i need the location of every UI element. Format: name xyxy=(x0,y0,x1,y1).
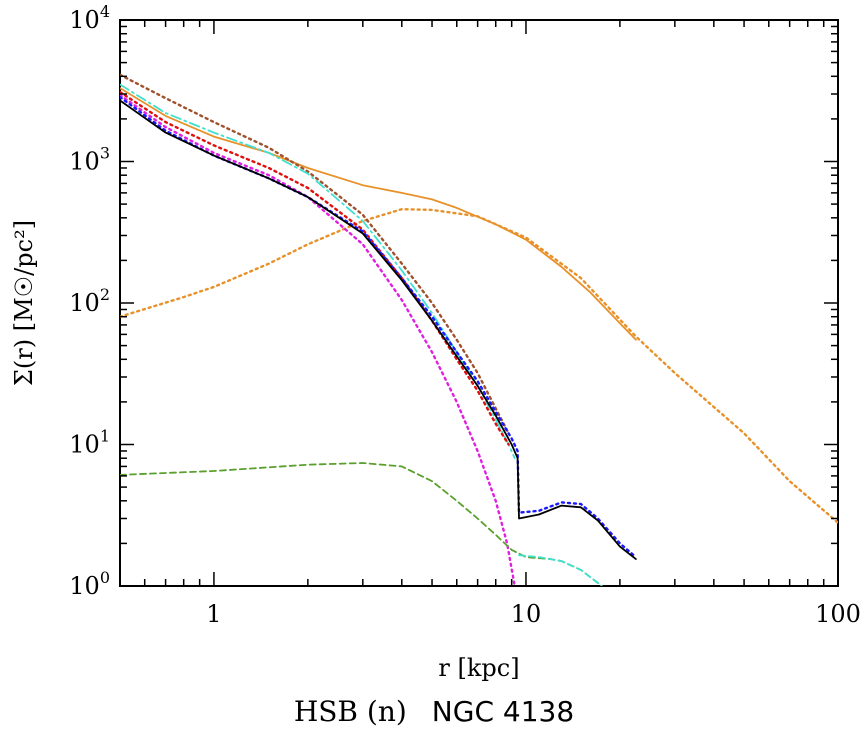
plot-frame xyxy=(119,19,839,587)
y-tick-label: 100 xyxy=(69,568,110,600)
series-line-8 xyxy=(120,99,637,560)
galaxy-name: NGC 4138 xyxy=(431,695,575,728)
ticks-layer: 1 10 100 100 101 102 103 104 xyxy=(69,2,861,628)
y-tick-label: 101 xyxy=(69,427,110,459)
series-line-9 xyxy=(120,462,604,586)
series-line-5 xyxy=(120,90,510,446)
y-tick-label: 104 xyxy=(69,2,110,34)
series-line-3 xyxy=(120,73,510,435)
y-tick-label: 102 xyxy=(69,285,110,317)
x-tick-label: 10 xyxy=(511,600,542,628)
x-axis-label: r [kpc] xyxy=(438,654,519,682)
class-label: HSB (n) xyxy=(293,695,407,728)
chart: 1 10 100 100 101 102 103 104 r [kpc] Σ(r) [M☉/p… xyxy=(10,2,861,682)
series-line-7 xyxy=(120,95,638,559)
figure-caption: HSB (n) NGC 4138 xyxy=(0,695,868,729)
x-tick-label: 100 xyxy=(815,600,861,628)
y-tick-label: 103 xyxy=(69,144,110,176)
series-line-4 xyxy=(120,83,516,460)
series-line-1 xyxy=(120,87,637,341)
series-line-10 xyxy=(518,554,604,586)
series-line-2 xyxy=(120,208,838,524)
y-axis-label: Σ(r) [M☉/pc²] xyxy=(10,220,38,386)
series-layer xyxy=(120,73,838,586)
x-tick-label: 1 xyxy=(206,600,221,628)
series-line-6 xyxy=(120,93,516,586)
